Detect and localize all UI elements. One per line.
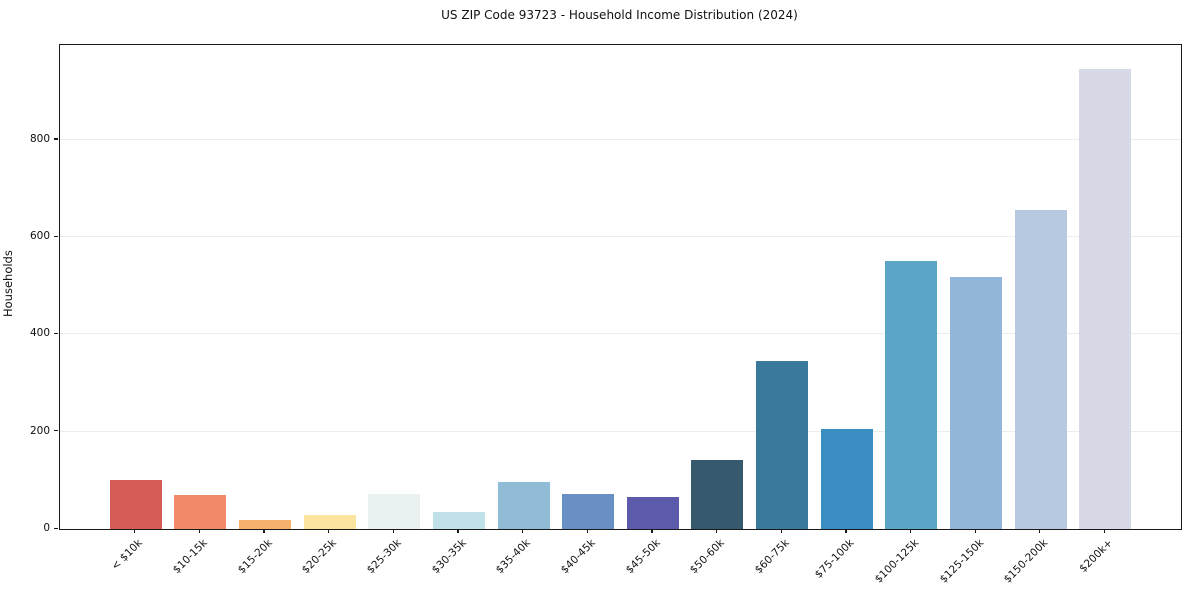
- gridline-400: [60, 333, 1181, 335]
- y-tick-mark-0: [54, 527, 58, 529]
- bar-10k: [109, 480, 162, 529]
- x-tick-label: $35-40k: [493, 537, 534, 577]
- y-tick-mark-400: [54, 332, 58, 335]
- bar-200k: [1079, 69, 1132, 529]
- x-tick-label: $15-20k: [235, 537, 275, 577]
- bar-35-40k: [497, 482, 550, 529]
- y-tick-label-800: 800: [29, 132, 50, 145]
- x-tick-label: $30-35k: [429, 537, 469, 577]
- x-tick-mark: [651, 529, 653, 533]
- bar-45-50k: [626, 496, 679, 529]
- x-tick-mark: [1039, 529, 1041, 533]
- bar-10-15k: [174, 494, 227, 529]
- bar-25-30k: [368, 493, 421, 529]
- x-tick-mark: [715, 529, 718, 533]
- bar-50-60k: [691, 459, 744, 529]
- bar-20-25k: [303, 515, 356, 529]
- x-tick-mark: [263, 529, 265, 533]
- gridline-600: [60, 236, 1181, 238]
- bar-75-100k: [820, 429, 873, 529]
- x-tick-mark: [457, 529, 459, 533]
- x-tick-label: $125-150k: [937, 537, 986, 586]
- bar-15-20k: [238, 520, 291, 529]
- bar-150-200k: [1014, 210, 1067, 529]
- x-tick-label: $75-100k: [812, 537, 857, 581]
- gridline-200: [60, 430, 1181, 432]
- x-tick-mark: [392, 529, 394, 533]
- y-tick-label-600: 600: [29, 230, 50, 243]
- x-tick-label: $25-30k: [364, 537, 404, 577]
- y-tick-mark-200: [54, 430, 58, 432]
- x-tick-mark: [974, 529, 976, 533]
- y-tick-label-200: 200: [29, 424, 50, 437]
- gridline-800: [60, 138, 1181, 140]
- chart-title: US ZIP Code 93723 - Household Income Dis…: [441, 8, 798, 22]
- x-tick-mark: [586, 529, 588, 533]
- x-tick-label: $150-200k: [1001, 537, 1051, 586]
- x-tick-label: $45-50k: [623, 537, 663, 577]
- x-tick-label: < $10k: [109, 537, 146, 573]
- x-tick-label: $20-25k: [299, 537, 340, 577]
- x-tick-label: $50-60k: [687, 537, 727, 577]
- bar-40-45k: [562, 494, 615, 529]
- x-tick-mark: [328, 529, 330, 533]
- x-tick-mark: [845, 529, 847, 533]
- y-tick-mark-600: [54, 235, 58, 237]
- x-tick-mark: [198, 529, 200, 533]
- y-tick-label-0: 0: [43, 522, 50, 534]
- x-tick-mark: [1103, 529, 1106, 533]
- y-tick-label-400: 400: [29, 327, 50, 340]
- bar-125-150k: [950, 277, 1003, 529]
- x-tick-label: $200k+: [1077, 537, 1115, 575]
- x-tick-label: $100-125k: [872, 537, 921, 586]
- bar-100-125k: [885, 261, 938, 529]
- x-tick-mark: [780, 529, 782, 533]
- x-tick-mark: [522, 529, 524, 533]
- y-tick-mark-800: [54, 138, 58, 140]
- x-tick-label: $10-15k: [170, 537, 210, 577]
- x-tick-label: $60-75k: [752, 537, 792, 577]
- x-tick-label: $40-45k: [558, 537, 598, 577]
- plot-area: [59, 44, 1182, 530]
- x-tick-mark: [134, 529, 136, 533]
- bar-30-35k: [432, 511, 485, 529]
- x-tick-mark: [909, 529, 912, 533]
- y-axis-label: Households: [1, 250, 15, 317]
- bar-60-75k: [756, 361, 809, 529]
